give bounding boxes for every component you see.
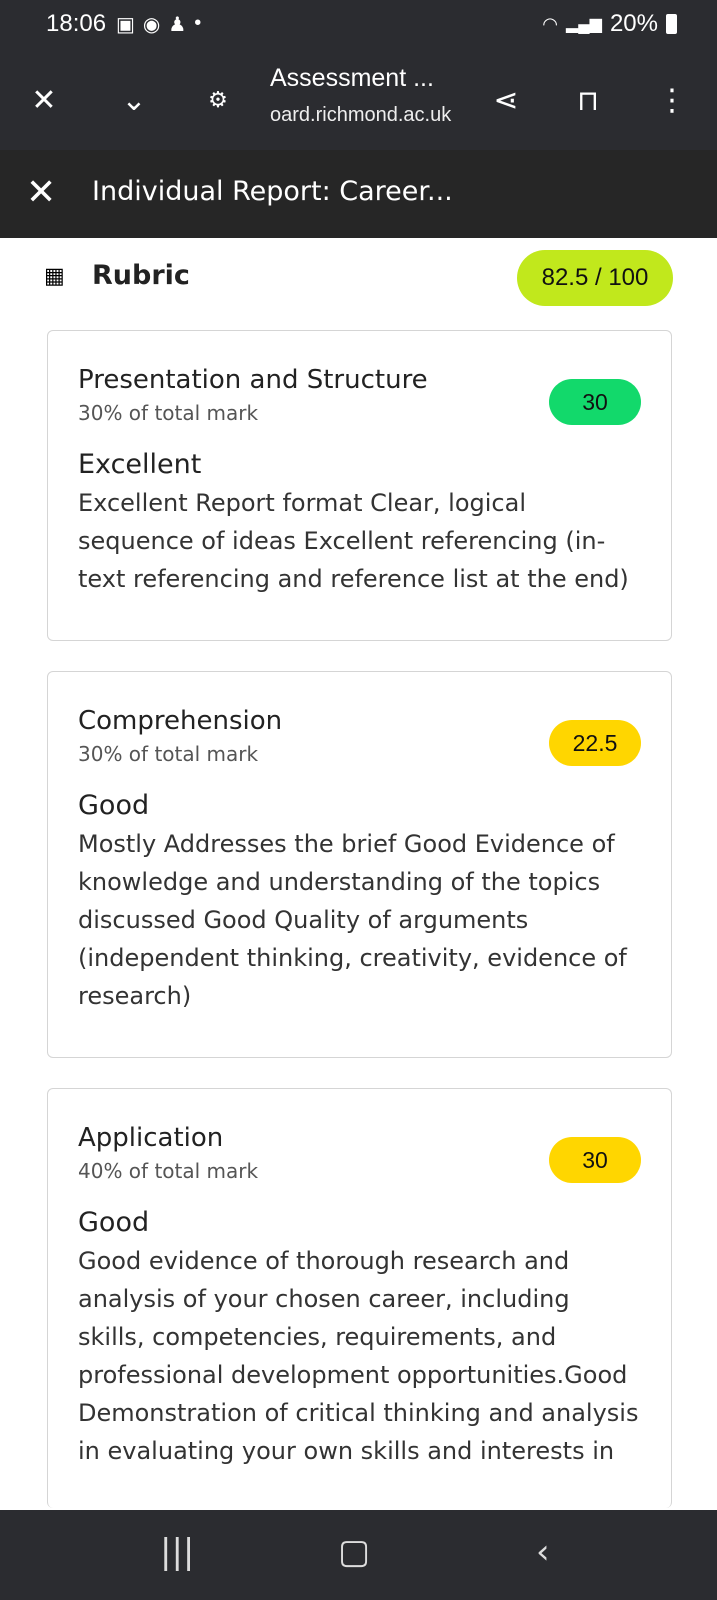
criterion-description: Good evidence of thorough research and a… [78,1247,639,1465]
recent-apps-icon[interactable]: ||| [160,1532,195,1572]
criterion-weight: 30% of total mark [78,401,259,425]
snapchat-icon: ♟ [168,14,187,36]
battery-icon [666,14,677,34]
criterion-weight: 30% of total mark [78,742,259,766]
more-icon[interactable]: ⋮ [657,82,687,118]
criterion-level: Good [78,1207,150,1238]
battery-level: 20% [609,10,658,37]
criterion-name: Comprehension [78,706,283,736]
url[interactable]: oard.richmond.ac.uk [270,104,452,126]
bookmark-icon[interactable]: ⊓ [577,83,599,117]
panel-header: ✕ Individual Report: Career... [0,150,717,238]
signal-icon: ▂▄▆ [566,16,602,33]
dot-icon: • [194,12,202,34]
criterion-score-badge: 22.5 [549,720,641,766]
browser-toolbar: ✕ ⌄ ⚙ Assessment ... oard.richmond.ac.uk… [0,50,717,150]
page-title: Assessment ... [270,64,434,92]
whatsapp-icon: ◉ [142,14,161,36]
close-panel-icon[interactable]: ✕ [26,172,57,213]
close-icon[interactable]: ✕ [31,82,57,118]
system-nav-bar: ||| ▢ ‹ [0,1510,717,1600]
gallery-icon: ▣ [116,14,135,36]
back-icon[interactable]: ‹ [536,1532,550,1572]
criterion-score-badge: 30 [549,379,641,425]
rubric-icon: ▦ [44,264,65,289]
rubric-label: Rubric [92,260,190,291]
home-icon[interactable]: ▢ [338,1532,371,1572]
total-score-badge: 82.5 / 100 [517,250,673,306]
criterion-card: Application 40% of total mark 30 Good Go… [47,1088,672,1508]
chevron-down-icon[interactable]: ⌄ [121,82,147,118]
criterion-description: Mostly Addresses the brief Good Evidence… [78,830,627,1010]
criterion-level: Good [78,790,150,821]
criterion-score-badge: 30 [549,1137,641,1183]
share-icon[interactable]: ⋖ [493,82,519,118]
wifi-icon: ◠ [542,13,558,34]
clock: 18:06 [46,10,107,37]
criterion-name: Presentation and Structure [78,365,428,395]
criterion-card: Presentation and Structure 30% of total … [47,330,672,641]
rubric-header: ▦ Rubric 82.5 / 100 [44,250,673,306]
panel-title: Individual Report: Career... [92,176,453,207]
criterion-level: Excellent [78,449,202,480]
criterion-card: Comprehension 30% of total mark 22.5 Goo… [47,671,672,1058]
status-bar: 18:06 ▣ ◉ ♟ • ◠ ▂▄▆ 20% [0,0,717,50]
criterion-name: Application [78,1123,224,1153]
criterion-description: Excellent Report format Clear, logical s… [78,489,629,593]
criterion-weight: 40% of total mark [78,1159,259,1183]
site-settings-icon[interactable]: ⚙ [208,87,228,113]
